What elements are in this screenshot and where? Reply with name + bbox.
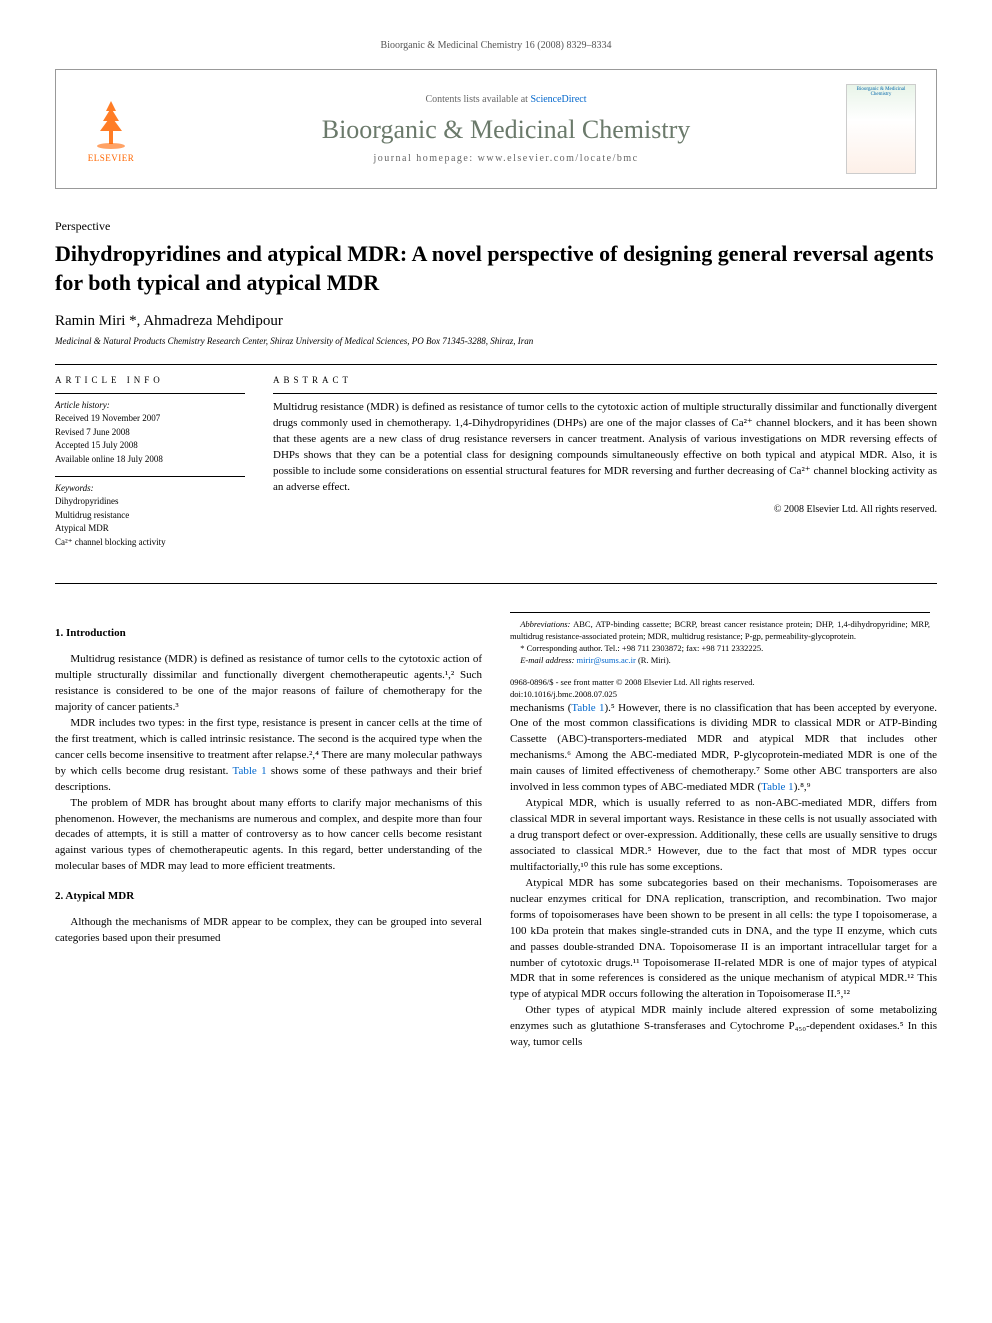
- abstract-heading: ABSTRACT: [273, 375, 937, 385]
- email-link[interactable]: mirir@sums.ac.ir: [574, 655, 638, 665]
- keywords-label: Keywords:: [55, 483, 245, 493]
- body-paragraph: mechanisms (Table 1).⁵ However, there is…: [510, 701, 937, 797]
- journal-header-center: Contents lists available at ScienceDirec…: [166, 94, 846, 164]
- footnotes-block: Abbreviations: ABC, ATP-binding cassette…: [510, 612, 930, 667]
- contents-available-line: Contents lists available at ScienceDirec…: [166, 94, 846, 105]
- keyword: Atypical MDR: [55, 522, 245, 536]
- front-matter-line: 0968-0896/$ - see front matter © 2008 El…: [510, 677, 937, 689]
- body-two-column: 1. Introduction Multidrug resistance (MD…: [55, 612, 937, 1051]
- keyword: Ca²⁺ channel blocking activity: [55, 536, 245, 550]
- keywords-block: Keywords: Dihydropyridines Multidrug res…: [55, 476, 245, 549]
- journal-cover-thumbnail: Bioorganic & Medicinal Chemistry: [846, 84, 916, 174]
- sciencedirect-link[interactable]: ScienceDirect: [530, 94, 586, 105]
- article-title: Dihydropyridines and atypical MDR: A nov…: [55, 240, 937, 297]
- para-text: ).⁵ However, there is no classification …: [510, 702, 937, 794]
- journal-title: Bioorganic & Medicinal Chemistry: [166, 115, 846, 145]
- info-abstract-row: ARTICLE INFO Article history: Received 1…: [55, 365, 937, 559]
- journal-header: ELSEVIER Contents lists available at Sci…: [55, 69, 937, 189]
- history-line: Received 19 November 2007: [55, 412, 245, 426]
- section-heading-intro: 1. Introduction: [55, 626, 482, 642]
- article-info-heading: ARTICLE INFO: [55, 375, 245, 385]
- para-text: mechanisms (: [510, 702, 571, 714]
- footer-bar: 0968-0896/$ - see front matter © 2008 El…: [510, 677, 937, 701]
- body-paragraph: Atypical MDR, which is usually referred …: [510, 796, 937, 876]
- body-paragraph: MDR includes two types: in the first typ…: [55, 716, 482, 796]
- affiliation: Medicinal & Natural Products Chemistry R…: [55, 336, 937, 346]
- section-heading-atypical: 2. Atypical MDR: [55, 889, 482, 905]
- table-ref-link[interactable]: Table 1: [761, 781, 794, 793]
- corresponding-author-footnote: * Corresponding author. Tel.: +98 711 23…: [510, 643, 930, 655]
- cover-thumb-title: Bioorganic & Medicinal Chemistry: [849, 87, 913, 97]
- body-paragraph: Multidrug resistance (MDR) is defined as…: [55, 652, 482, 716]
- abbrev-text: ABC, ATP-binding cassette; BCRP, breast …: [510, 619, 930, 641]
- body-paragraph: The problem of MDR has brought about man…: [55, 796, 482, 876]
- table-ref-link[interactable]: Table 1: [571, 702, 604, 714]
- body-paragraph: Other types of atypical MDR mainly inclu…: [510, 1003, 937, 1051]
- article-history-block: Article history: Received 19 November 20…: [55, 393, 245, 466]
- running-head: Bioorganic & Medicinal Chemistry 16 (200…: [55, 40, 937, 51]
- homepage-prefix: journal homepage:: [373, 153, 477, 164]
- publisher-logo: ELSEVIER: [76, 89, 146, 169]
- body-paragraph: Atypical MDR has some subcategories base…: [510, 876, 937, 1004]
- history-line: Accepted 15 July 2008: [55, 439, 245, 453]
- author-list: Ramin Miri *, Ahmadreza Mehdipour: [55, 313, 937, 330]
- history-line: Revised 7 June 2008: [55, 426, 245, 440]
- divider-mid: [55, 583, 937, 584]
- abstract-copyright: © 2008 Elsevier Ltd. All rights reserved…: [273, 504, 937, 515]
- doi-line: doi:10.1016/j.bmc.2008.07.025: [510, 689, 937, 701]
- history-line: Available online 18 July 2008: [55, 453, 245, 467]
- contents-prefix: Contents lists available at: [425, 94, 530, 105]
- email-footnote: E-mail address: mirir@sums.ac.ir (R. Mir…: [510, 655, 930, 667]
- table-ref-link[interactable]: Table 1: [233, 765, 267, 777]
- homepage-url[interactable]: www.elsevier.com/locate/bmc: [478, 153, 639, 164]
- keyword: Multidrug resistance: [55, 509, 245, 523]
- abbrev-label: Abbreviations:: [520, 619, 570, 629]
- article-info-column: ARTICLE INFO Article history: Received 1…: [55, 375, 245, 559]
- page-root: Bioorganic & Medicinal Chemistry 16 (200…: [0, 0, 992, 1091]
- para-text: ).⁸,⁹: [794, 781, 811, 793]
- body-paragraph: Although the mechanisms of MDR appear to…: [55, 915, 482, 947]
- abstract-text: Multidrug resistance (MDR) is defined as…: [273, 393, 937, 496]
- history-label: Article history:: [55, 400, 245, 410]
- publisher-name: ELSEVIER: [88, 153, 135, 163]
- email-name: (R. Miri).: [638, 655, 671, 665]
- article-type: Perspective: [55, 219, 937, 234]
- abbreviations-footnote: Abbreviations: ABC, ATP-binding cassette…: [510, 619, 930, 643]
- left-column-footer: Abbreviations: ABC, ATP-binding cassette…: [510, 612, 937, 700]
- email-label: E-mail address:: [520, 655, 574, 665]
- elsevier-tree-icon: [86, 96, 136, 151]
- keyword: Dihydropyridines: [55, 495, 245, 509]
- journal-homepage-line: journal homepage: www.elsevier.com/locat…: [166, 153, 846, 164]
- abstract-column: ABSTRACT Multidrug resistance (MDR) is d…: [273, 375, 937, 559]
